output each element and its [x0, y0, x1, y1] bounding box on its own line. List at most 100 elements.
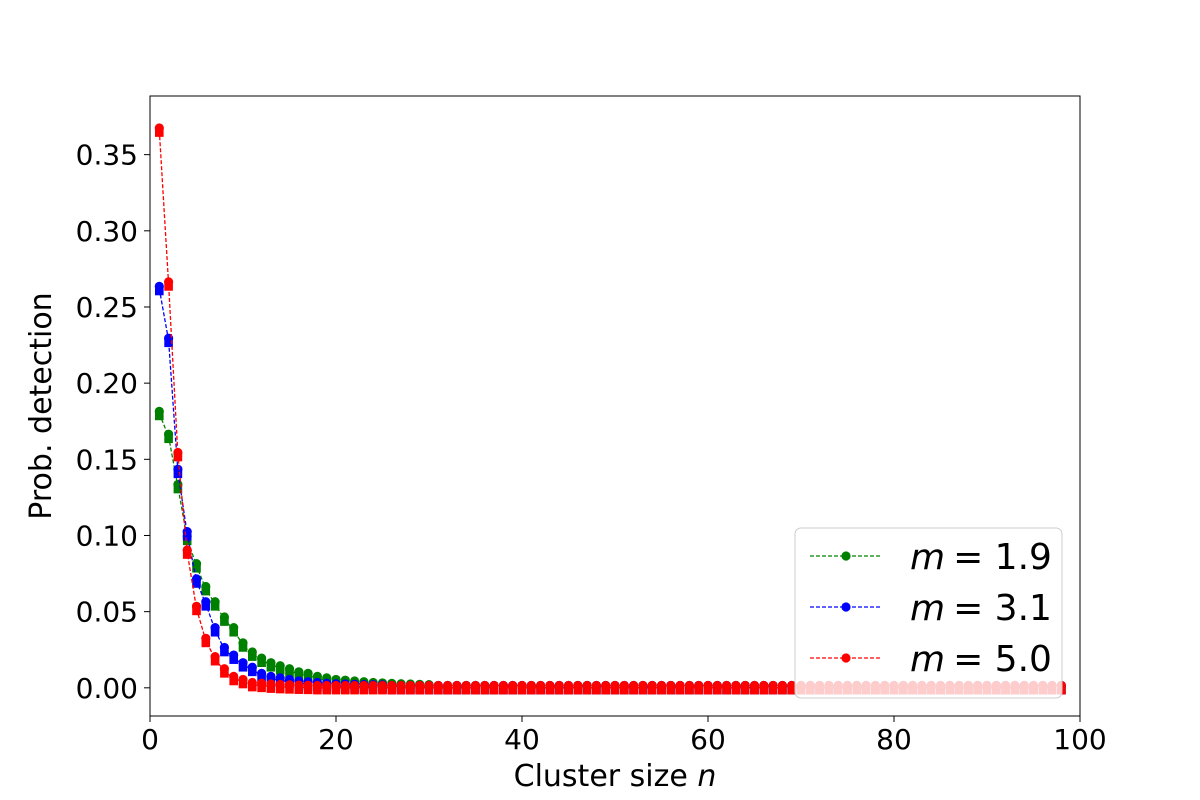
data-point-square — [731, 685, 741, 695]
data-point-square — [173, 452, 183, 462]
data-point-circle — [498, 680, 508, 691]
data-point-circle — [350, 680, 360, 691]
data-point-circle — [684, 680, 695, 691]
data-point-circle — [722, 680, 732, 691]
data-point-circle — [201, 597, 211, 607]
data-point-circle — [777, 680, 788, 691]
data-point-square — [489, 685, 499, 695]
data-point-circle — [210, 651, 220, 662]
legend-marker — [841, 653, 851, 663]
data-point-circle — [191, 601, 202, 611]
y-tick-label: 0.30 — [76, 215, 138, 248]
data-point-square — [164, 434, 173, 444]
data-point-circle — [517, 680, 527, 691]
data-point-circle — [303, 668, 313, 678]
data-point-square — [406, 685, 415, 695]
y-tick-label: 0.10 — [76, 519, 138, 552]
data-point-circle — [787, 680, 797, 691]
legend: m = 1.9m = 3.1m = 5.0 — [794, 527, 1063, 699]
data-point-circle — [666, 680, 676, 691]
data-point-square — [499, 685, 508, 695]
data-point-circle — [182, 545, 192, 555]
data-point-square — [220, 617, 229, 626]
data-point-square — [359, 685, 369, 695]
data-point-circle — [294, 667, 304, 677]
data-point-circle — [182, 527, 192, 537]
data-point-square — [229, 655, 238, 664]
data-point-square — [229, 676, 238, 686]
data-point-circle — [266, 658, 276, 668]
data-point-circle — [461, 680, 471, 691]
data-point-square — [248, 652, 257, 661]
data-point-circle — [210, 623, 220, 633]
data-point-circle — [238, 638, 248, 648]
data-point-circle — [164, 277, 174, 287]
data-point-square — [257, 658, 266, 667]
data-point-circle — [219, 612, 229, 622]
x-axis-label-var: n — [697, 759, 716, 794]
data-point-square — [685, 685, 694, 695]
data-point-circle — [573, 680, 583, 691]
data-point-square — [257, 673, 266, 683]
data-point-circle — [219, 664, 229, 674]
data-point-square — [350, 685, 359, 695]
legend-var: m — [910, 588, 945, 629]
data-point-circle — [275, 661, 285, 671]
data-point-circle — [452, 680, 462, 691]
data-point-circle — [340, 680, 350, 691]
data-point-square — [173, 484, 183, 494]
y-tick-label: 0.35 — [76, 139, 138, 172]
y-tick-label: 0.05 — [76, 596, 138, 629]
data-point-circle — [191, 559, 202, 569]
data-point-circle — [173, 464, 183, 474]
data-point-circle — [619, 680, 629, 691]
data-point-circle — [247, 662, 257, 672]
legend-box — [794, 527, 1063, 699]
data-point-circle — [266, 671, 276, 681]
data-point-square — [257, 683, 266, 693]
data-point-circle — [275, 679, 285, 690]
y-tick-label: 0.00 — [76, 672, 138, 705]
x-axis-label: Cluster size n — [514, 759, 717, 794]
data-point-square — [164, 282, 173, 291]
data-point-circle — [712, 680, 722, 691]
data-point-circle — [554, 680, 564, 691]
data-point-square — [452, 685, 462, 695]
data-point-circle — [443, 680, 453, 691]
data-point-square — [266, 684, 276, 693]
data-point-square — [592, 685, 601, 695]
legend-var: m — [910, 639, 945, 680]
data-point-square — [778, 685, 787, 695]
data-point-circle — [601, 680, 611, 691]
data-point-square — [173, 469, 183, 479]
data-point-circle — [257, 668, 267, 678]
data-point-circle — [591, 680, 602, 691]
data-point-circle — [563, 680, 574, 691]
data-point-circle — [424, 680, 434, 691]
data-point-square — [201, 602, 211, 611]
data-point-square — [248, 682, 257, 692]
data-point-square — [303, 685, 313, 695]
data-point-circle — [536, 680, 546, 691]
y-tick-label: 0.15 — [76, 443, 138, 476]
data-point-circle — [284, 664, 295, 674]
data-point-circle — [675, 680, 685, 691]
data-point-circle — [694, 680, 704, 691]
ticks-layer: 0 20 40 60 80 100 0.00 0.05 0.10 0.15 0.20 0.25 0.30… — [76, 139, 1107, 756]
data-point-circle — [610, 680, 620, 691]
data-point-square — [638, 685, 648, 695]
data-point-circle — [275, 673, 285, 683]
data-point-circle — [433, 680, 443, 691]
data-point-circle — [359, 680, 369, 691]
data-point-circle — [229, 650, 239, 660]
x-tick-label: 60 — [690, 723, 726, 756]
data-point-square — [266, 662, 276, 672]
legend-value: = 3.1 — [953, 588, 1052, 629]
legend-value: = 5.0 — [953, 639, 1052, 680]
data-point-circle — [257, 678, 267, 688]
legend-marker — [841, 602, 851, 612]
data-point-square — [545, 685, 555, 695]
x-tick-label: 0 — [141, 723, 159, 756]
data-point-circle — [526, 680, 536, 691]
